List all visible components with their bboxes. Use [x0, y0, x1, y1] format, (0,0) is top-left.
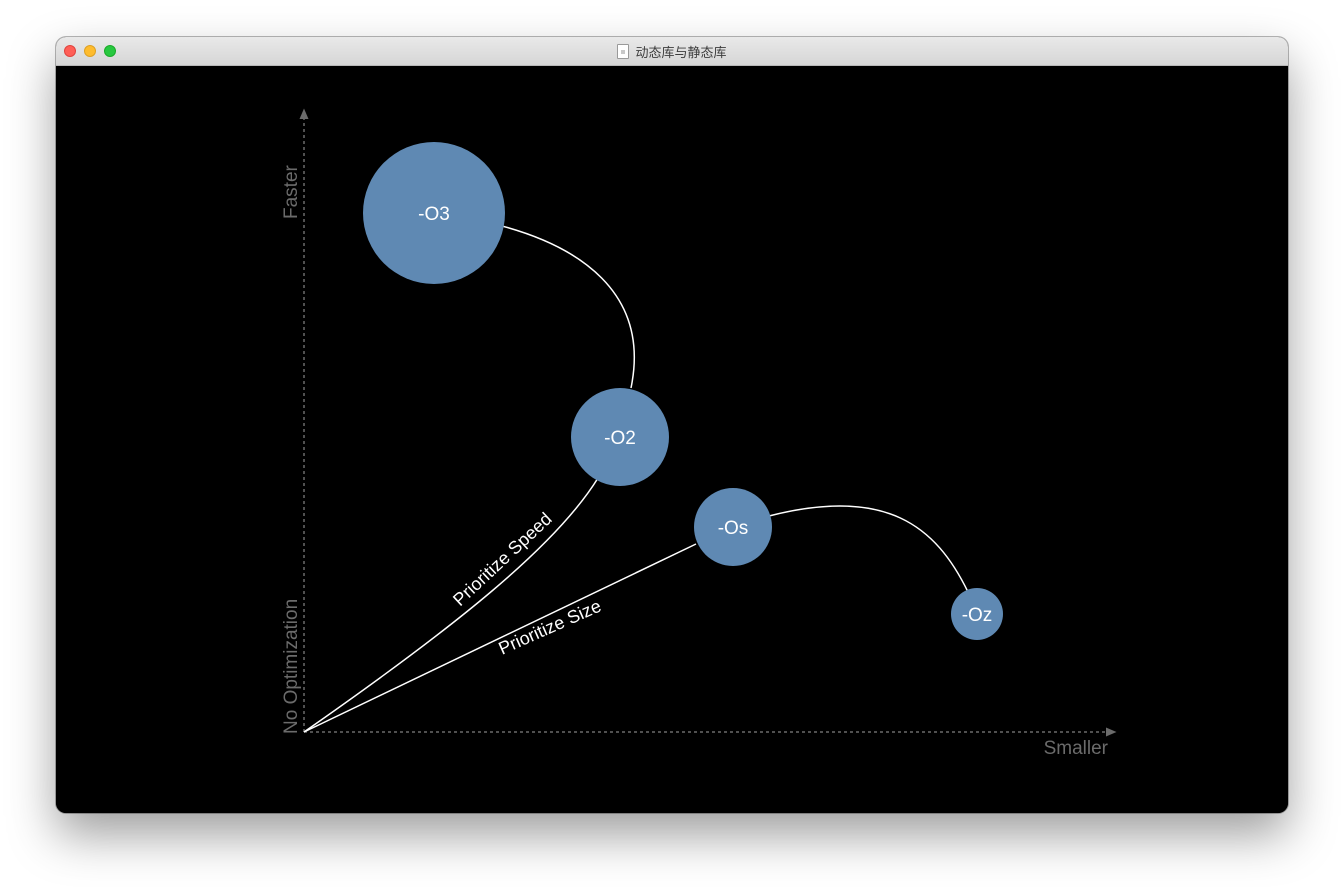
o3-bubble [363, 142, 505, 284]
title-bar[interactable]: 动态库与静态库 [56, 37, 1288, 66]
zoom-window-button[interactable] [104, 45, 116, 57]
speed-curve-label: Prioritize Speed [449, 509, 556, 610]
os-bubble [694, 488, 772, 566]
y-axis-top-label: Faster [281, 164, 302, 219]
os-label: -Os [718, 518, 749, 539]
o3-o2-curve [501, 225, 636, 389]
y-axis-bottom-label: No Optimization [281, 599, 302, 734]
speed-curve [303, 477, 599, 733]
os-oz-curve [768, 505, 969, 593]
minimize-window-button[interactable] [84, 45, 96, 57]
optimization-diagram: Faster No Optimization Smaller Prioritiz… [281, 108, 1117, 759]
window-title-group: 动态库与静态库 [56, 37, 1288, 65]
o3-label: -O3 [418, 204, 450, 225]
document-icon [617, 43, 630, 59]
app-window: 动态库与静态库 Faster No Optimization Smaller P… [56, 37, 1288, 813]
o2-bubble [571, 388, 669, 486]
oz-label: -Oz [962, 605, 993, 626]
oz-bubble [951, 588, 1003, 640]
size-curve-label: Prioritize Size [495, 596, 604, 659]
x-axis-label: Smaller [1044, 738, 1109, 759]
close-window-button[interactable] [64, 45, 76, 57]
o2-label: -O2 [604, 428, 636, 449]
window-title: 动态库与静态库 [635, 44, 727, 60]
slide-canvas: Faster No Optimization Smaller Prioritiz… [56, 66, 1288, 813]
size-curve [303, 543, 697, 733]
